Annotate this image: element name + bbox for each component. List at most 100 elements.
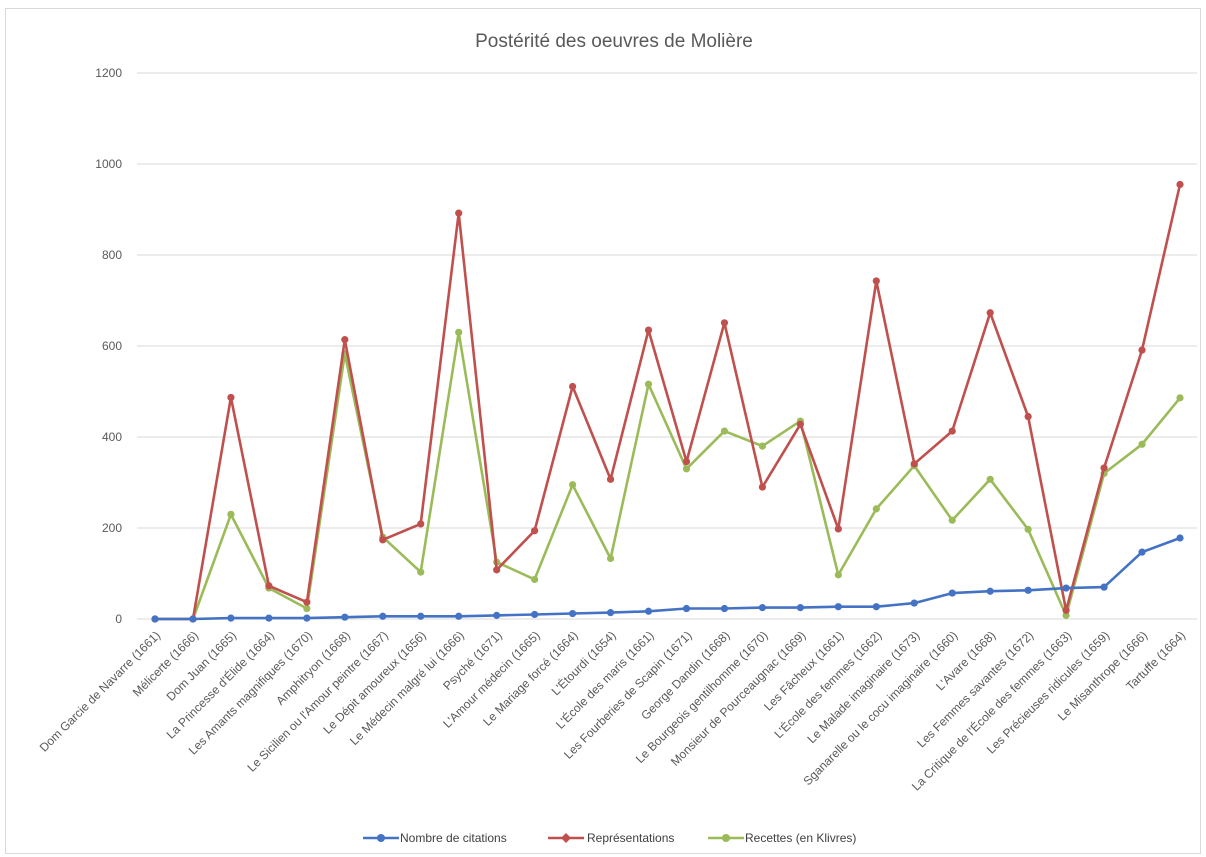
data-point	[531, 575, 539, 584]
data-point	[1024, 412, 1032, 421]
data-point	[834, 603, 842, 611]
series-2	[151, 328, 1184, 623]
data-point	[189, 615, 197, 623]
data-point	[1176, 534, 1184, 542]
y-tick-label: 200	[102, 521, 122, 535]
data-point	[568, 609, 577, 618]
data-point	[1024, 586, 1032, 594]
data-point	[1138, 548, 1146, 556]
data-point	[1100, 464, 1108, 472]
series-1	[151, 180, 1184, 623]
series-lines	[151, 180, 1184, 623]
series-line	[155, 330, 1182, 621]
y-tick-label: 600	[102, 339, 122, 353]
data-point	[227, 614, 235, 622]
legend: Nombre de citations Représentations Recett…	[363, 831, 856, 845]
data-point	[151, 615, 159, 623]
y-axis: 0 200 400 600 800 1000 1200	[95, 66, 122, 626]
data-point	[493, 611, 501, 619]
data-point	[341, 336, 349, 344]
data-point	[948, 516, 956, 524]
data-point	[417, 612, 425, 620]
data-point	[1176, 180, 1184, 189]
data-point	[531, 610, 539, 619]
data-point	[682, 457, 691, 466]
data-point	[341, 613, 349, 621]
data-point	[834, 571, 842, 579]
legend-swatch-marker	[722, 834, 730, 842]
data-point	[910, 460, 918, 468]
data-point	[986, 587, 994, 595]
x-tick-label: Le Sicilien ou l'Amour peintre (1667)	[244, 628, 390, 774]
y-tick-label: 400	[102, 430, 122, 444]
data-point	[417, 520, 425, 528]
x-tick-label: Mélicerte (1666)	[130, 628, 201, 699]
data-point	[720, 604, 729, 613]
data-point	[493, 566, 501, 574]
y-tick-label: 1200	[95, 66, 122, 80]
legend-label: Recettes (en Klivres)	[745, 831, 856, 845]
data-point	[682, 465, 691, 473]
data-point	[379, 612, 387, 620]
x-tick-label: Dom Juan (1665)	[164, 628, 239, 703]
data-point	[682, 604, 691, 613]
data-point	[948, 589, 956, 597]
data-point	[796, 604, 804, 612]
data-point	[227, 510, 235, 518]
legend-label: Représentations	[587, 831, 674, 845]
data-point	[796, 420, 804, 428]
data-point	[417, 568, 425, 576]
data-point	[872, 505, 880, 513]
data-point	[606, 475, 615, 483]
data-point	[303, 598, 311, 606]
gridlines	[137, 72, 1197, 620]
data-point	[986, 475, 994, 483]
data-point	[758, 483, 767, 491]
data-point	[910, 599, 918, 607]
data-point	[568, 481, 577, 489]
legend-swatch-marker	[377, 834, 385, 842]
data-point	[758, 604, 767, 612]
data-point	[1138, 346, 1146, 354]
y-tick-label: 0	[115, 612, 122, 626]
data-point	[872, 277, 880, 285]
legend-label: Nombre de citations	[400, 831, 507, 845]
data-point	[986, 309, 994, 317]
legend-item-0: Nombre de citations	[363, 831, 507, 845]
data-point	[1062, 606, 1070, 614]
chart-title: Postérité des oeuvres de Molière	[475, 31, 753, 52]
data-point	[1138, 440, 1146, 448]
data-point	[265, 582, 273, 590]
x-axis: Dom Garcie de Navarre (1661)Mélicerte (1…	[37, 628, 1188, 794]
data-point	[455, 612, 463, 620]
data-point	[1024, 525, 1032, 533]
data-point	[1176, 394, 1184, 402]
series-line	[155, 184, 1182, 621]
chart-frame	[5, 8, 1201, 854]
legend-item-2: Recettes (en Klivres)	[708, 831, 856, 845]
data-point	[644, 380, 653, 388]
data-point	[455, 328, 463, 336]
data-point	[606, 554, 615, 563]
x-tick-label: L'Étourdi (1654)	[548, 628, 619, 699]
data-point	[834, 525, 842, 533]
data-point	[606, 609, 615, 617]
legend-swatch-marker	[561, 833, 571, 843]
data-point	[948, 427, 956, 435]
data-point	[720, 319, 729, 327]
data-point	[644, 607, 653, 615]
data-point	[227, 393, 235, 402]
series-line	[155, 536, 1181, 621]
data-point	[379, 536, 387, 544]
series-0	[151, 534, 1184, 623]
data-point	[758, 442, 767, 450]
y-tick-label: 800	[102, 248, 122, 262]
data-point	[265, 614, 273, 622]
data-point	[303, 614, 311, 622]
data-point	[720, 427, 729, 435]
data-point	[303, 604, 311, 613]
data-point	[644, 326, 653, 334]
data-point	[531, 527, 539, 535]
data-point	[872, 603, 880, 611]
